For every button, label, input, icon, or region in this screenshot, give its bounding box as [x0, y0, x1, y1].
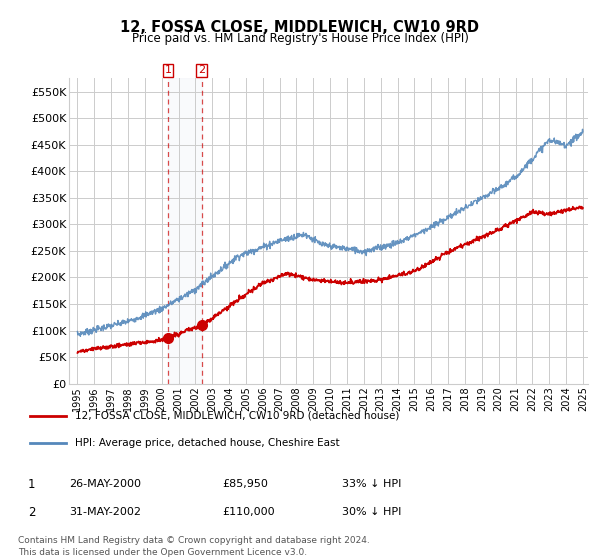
Text: 12, FOSSA CLOSE, MIDDLEWICH, CW10 9RD (detached house): 12, FOSSA CLOSE, MIDDLEWICH, CW10 9RD (d… — [76, 410, 400, 421]
Text: Contains HM Land Registry data © Crown copyright and database right 2024.: Contains HM Land Registry data © Crown c… — [18, 536, 370, 545]
Text: 26-MAY-2000: 26-MAY-2000 — [69, 479, 141, 489]
Text: This data is licensed under the Open Government Licence v3.0.: This data is licensed under the Open Gov… — [18, 548, 307, 557]
Text: £85,950: £85,950 — [222, 479, 268, 489]
Text: 1: 1 — [28, 478, 35, 491]
Text: £110,000: £110,000 — [222, 507, 275, 517]
Text: 33% ↓ HPI: 33% ↓ HPI — [342, 479, 401, 489]
Text: HPI: Average price, detached house, Cheshire East: HPI: Average price, detached house, Ches… — [76, 438, 340, 447]
Text: Price paid vs. HM Land Registry's House Price Index (HPI): Price paid vs. HM Land Registry's House … — [131, 32, 469, 45]
Text: 2: 2 — [198, 66, 205, 76]
Text: 30% ↓ HPI: 30% ↓ HPI — [342, 507, 401, 517]
Bar — [168, 78, 202, 384]
Text: 12, FOSSA CLOSE, MIDDLEWICH, CW10 9RD: 12, FOSSA CLOSE, MIDDLEWICH, CW10 9RD — [121, 20, 479, 35]
Text: 2: 2 — [28, 506, 35, 519]
Text: 31-MAY-2002: 31-MAY-2002 — [69, 507, 141, 517]
Text: 1: 1 — [164, 66, 172, 76]
